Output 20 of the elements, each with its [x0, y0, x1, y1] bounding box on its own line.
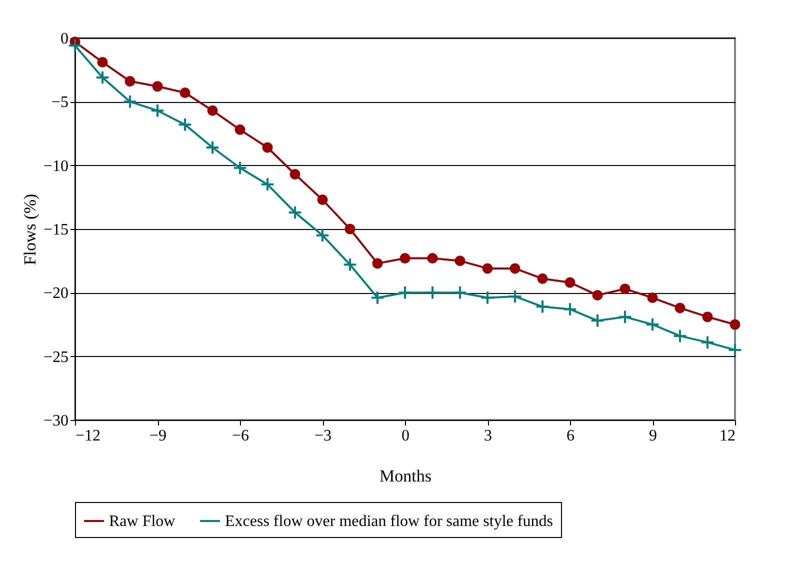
x-tick-label: −3 [314, 428, 332, 444]
x-tick-label: 6 [566, 428, 574, 444]
y-tick-label: −25 [43, 348, 68, 366]
y-tick-label: −15 [43, 222, 68, 238]
x-tick-label: 3 [484, 428, 492, 444]
x-tick-label: 0 [402, 428, 410, 444]
y-tick-label: −10 [43, 158, 68, 175]
y-tick-label: −5 [51, 94, 68, 112]
x-tick-label: 12 [720, 428, 736, 444]
y-tick-label: −20 [43, 285, 68, 302]
legend-label: Excess flow over median flow for same style funds [225, 513, 553, 530]
legend-label: Raw Flow [109, 513, 176, 530]
y-tick-label: 0 [60, 30, 68, 48]
x-tick-label: −9 [149, 428, 167, 444]
x-tick-label: −6 [232, 428, 250, 444]
y-axis-title: Flows (%) [20, 194, 40, 266]
y-tick-label: −30 [43, 412, 68, 430]
x-axis-title: Months [380, 466, 432, 486]
x-tick-label: −12 [76, 428, 101, 444]
x-tick-label: 9 [649, 428, 657, 444]
